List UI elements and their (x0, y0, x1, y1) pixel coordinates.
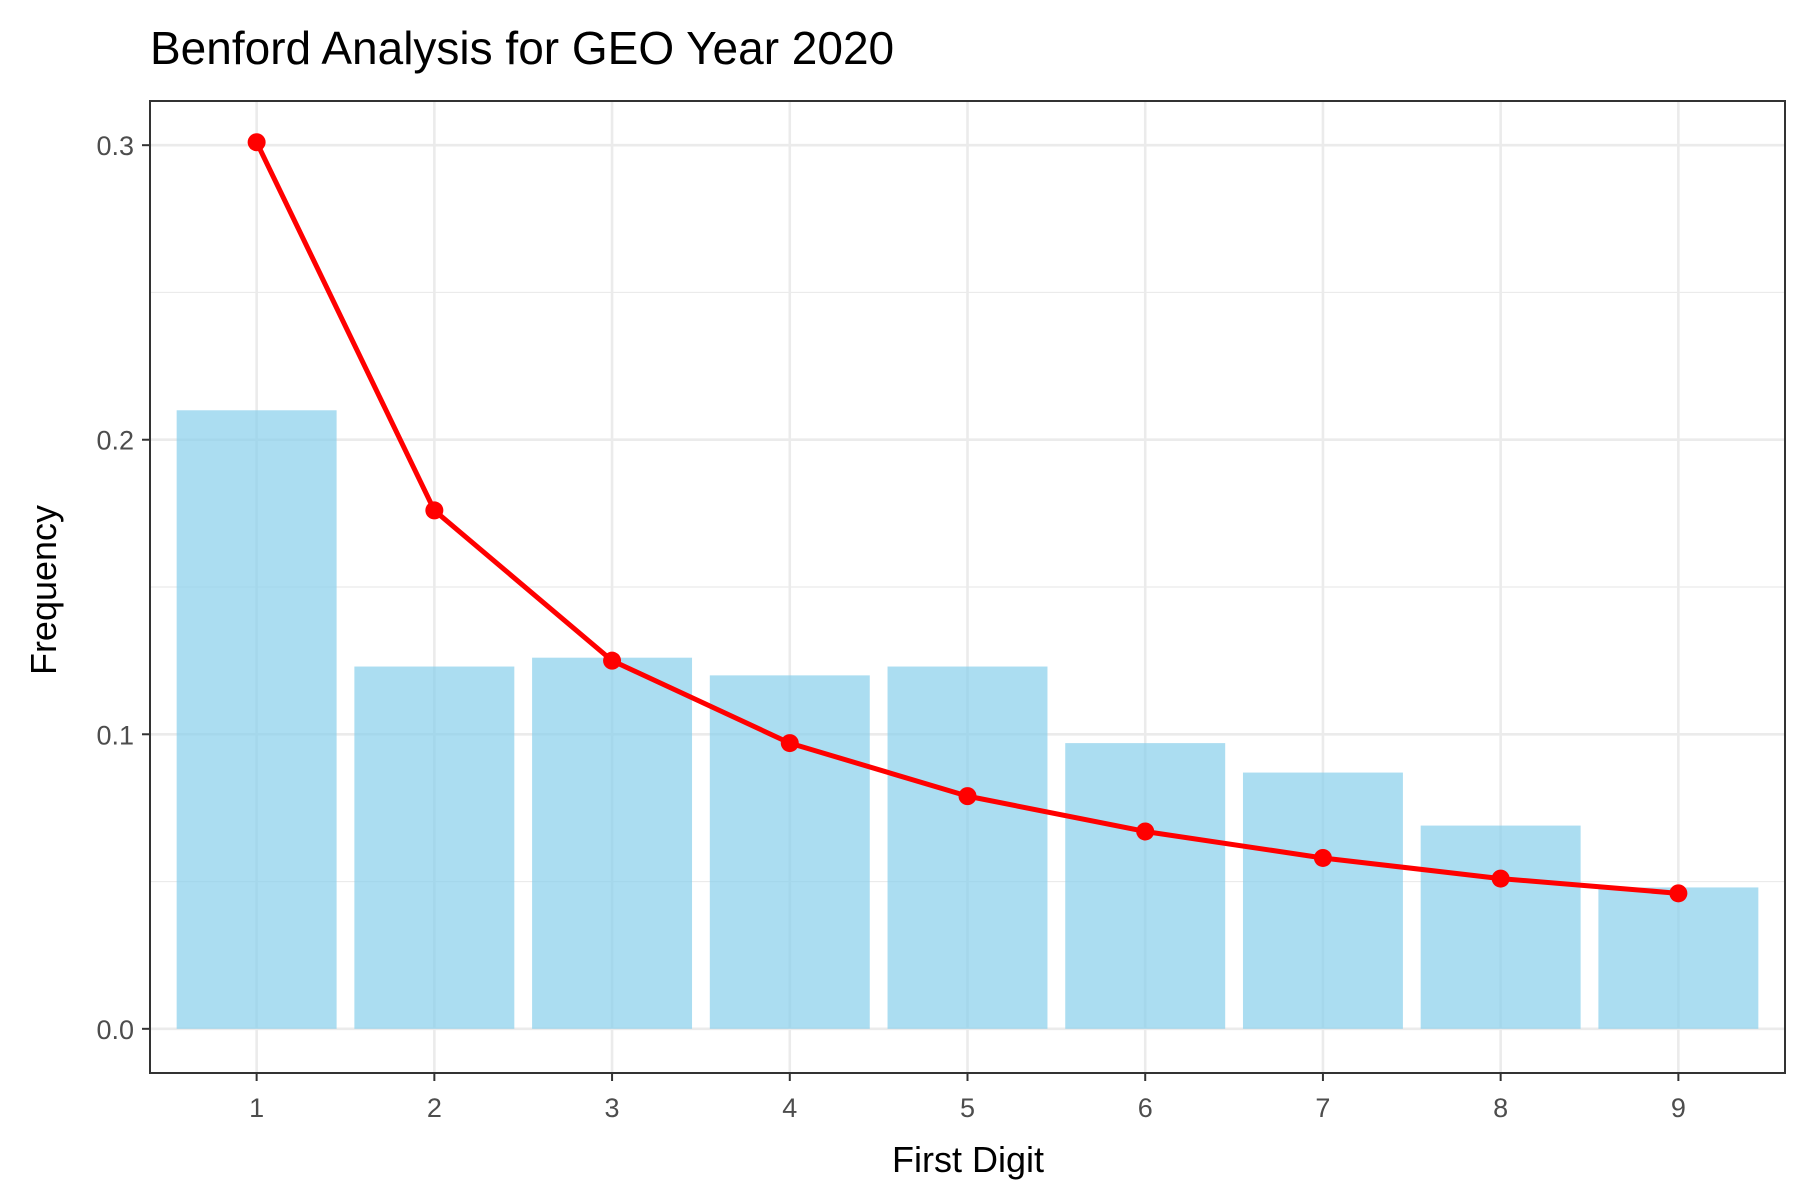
bar-digit-1 (176, 410, 337, 1029)
x-axis-ticks: 1 2 3 4 5 6 7 8 9 (249, 1073, 1686, 1123)
benford-point-5 (958, 787, 977, 806)
x-tick-label: 7 (1315, 1093, 1330, 1123)
benford-point-8 (1491, 869, 1510, 888)
bar-digit-2 (354, 666, 515, 1029)
x-tick-label: 9 (1671, 1093, 1686, 1123)
x-tick-label: 1 (249, 1093, 264, 1123)
bar-digit-6 (1065, 743, 1226, 1029)
x-tick-label: 5 (960, 1093, 975, 1123)
y-axis-title: Frequency (23, 505, 64, 675)
benford-point-9 (1669, 884, 1688, 903)
x-tick-label: 4 (782, 1093, 797, 1123)
benford-point-3 (603, 651, 622, 670)
bar-digit-8 (1420, 825, 1581, 1029)
y-axis-ticks: 0.0 0.1 0.2 0.3 (96, 131, 150, 1045)
x-tick-label: 2 (427, 1093, 442, 1123)
y-tick-label: 0.3 (96, 131, 134, 161)
x-tick-label: 3 (605, 1093, 620, 1123)
benford-point-2 (425, 501, 444, 520)
bar-digit-7 (1242, 772, 1403, 1029)
x-axis-title: First Digit (892, 1139, 1044, 1180)
benford-point-7 (1313, 848, 1332, 867)
bar-digit-9 (1598, 887, 1759, 1029)
benford-point-6 (1136, 822, 1155, 841)
benford-line-series (247, 133, 1688, 903)
bar-digit-3 (532, 657, 693, 1029)
x-tick-label: 6 (1138, 1093, 1153, 1123)
benford-point-1 (247, 133, 266, 152)
bar-digit-5 (887, 666, 1048, 1029)
bar-digit-4 (709, 675, 870, 1029)
benford-point-4 (780, 734, 799, 753)
y-tick-label: 0.1 (96, 720, 134, 750)
y-tick-label: 0.0 (96, 1015, 134, 1045)
y-tick-label: 0.2 (96, 426, 134, 456)
chart-title: Benford Analysis for GEO Year 2020 (150, 22, 894, 74)
bar-series (176, 410, 1759, 1029)
x-tick-label: 8 (1493, 1093, 1508, 1123)
